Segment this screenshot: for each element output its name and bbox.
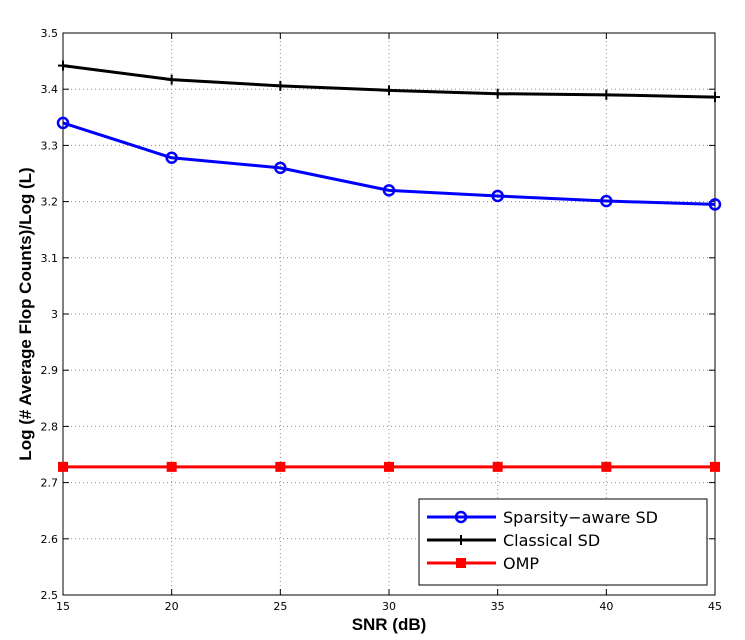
data-point-omp: [166, 461, 177, 472]
data-point-classical-sd: [166, 74, 177, 85]
x-axis-title: SNR (dB): [352, 615, 427, 634]
y-tick-label: 3.1: [41, 252, 59, 265]
series-omp: [58, 461, 720, 472]
data-point-classical-sd: [492, 88, 503, 99]
y-tick-label: 3.5: [41, 27, 59, 40]
y-tick-label: 3: [51, 308, 58, 321]
legend-swatch-marker: [454, 510, 468, 524]
data-point-sparsity-aware-sd: [600, 194, 613, 208]
data-point-classical-sd: [58, 60, 68, 71]
axis-ticks: 15 20 25 30 35 40 45 2.5 2.6 2.7 2.8 2.9 3 3.1 3.2 3.3 3…: [41, 27, 723, 613]
y-tick-label: 2.7: [41, 477, 59, 490]
data-point-classical-sd: [275, 80, 286, 91]
x-tick-label: 20: [165, 600, 179, 613]
y-tick-label: 2.8: [41, 420, 59, 433]
data-point-sparsity-aware-sd: [165, 151, 178, 165]
x-tick-label: 35: [491, 600, 505, 613]
legend: Sparsity−aware SD Classical SD OMP: [418, 498, 708, 586]
x-tick-label: 15: [56, 600, 70, 613]
x-tick-label: 45: [708, 600, 722, 613]
legend-swatch-marker: [456, 558, 466, 568]
data-point-sparsity-aware-sd: [56, 116, 70, 130]
data-point-sparsity-aware-sd: [274, 161, 287, 175]
data-point-classical-sd: [710, 92, 720, 103]
data-point-omp: [275, 461, 286, 472]
data-point-classical-sd: [384, 85, 394, 96]
data-point-omp: [492, 461, 503, 472]
series-group: [56, 60, 722, 472]
y-tick-label: 3.3: [41, 139, 59, 152]
legend-label: OMP: [503, 554, 539, 573]
y-tick-label: 2.9: [41, 364, 59, 377]
data-point-omp: [58, 461, 68, 472]
legend-item-classical-sd: Classical SD: [427, 531, 600, 550]
data-point-omp: [601, 461, 612, 472]
y-tick-label: 2.6: [41, 533, 59, 546]
y-tick-label: 3.4: [41, 83, 59, 96]
legend-item-omp: OMP: [427, 554, 539, 573]
data-point-classical-sd: [601, 89, 612, 100]
series-sparsity-aware-sd: [56, 116, 722, 211]
y-axis-title: Log (# Average Flop Counts)/Log (L): [16, 167, 35, 460]
series-classical-sd: [58, 60, 720, 103]
data-point-omp: [384, 461, 394, 472]
x-tick-label: 25: [273, 600, 287, 613]
x-tick-label: 40: [599, 600, 613, 613]
y-tick-label: 3.2: [41, 196, 59, 209]
data-point-omp: [710, 461, 720, 472]
legend-box: [418, 498, 708, 586]
legend-label: Sparsity−aware SD: [503, 508, 658, 527]
series-line-sparsity-aware-sd: [62, 121, 716, 206]
legend-swatch-marker: [456, 535, 466, 545]
data-point-sparsity-aware-sd: [491, 189, 504, 203]
data-point-sparsity-aware-sd: [382, 184, 396, 197]
data-point-sparsity-aware-sd: [708, 198, 722, 211]
x-tick-label: 30: [382, 600, 396, 613]
legend-item-sparsity-aware-sd: Sparsity−aware SD: [427, 508, 658, 527]
y-tick-label: 2.5: [41, 589, 59, 602]
legend-label: Classical SD: [503, 531, 600, 550]
